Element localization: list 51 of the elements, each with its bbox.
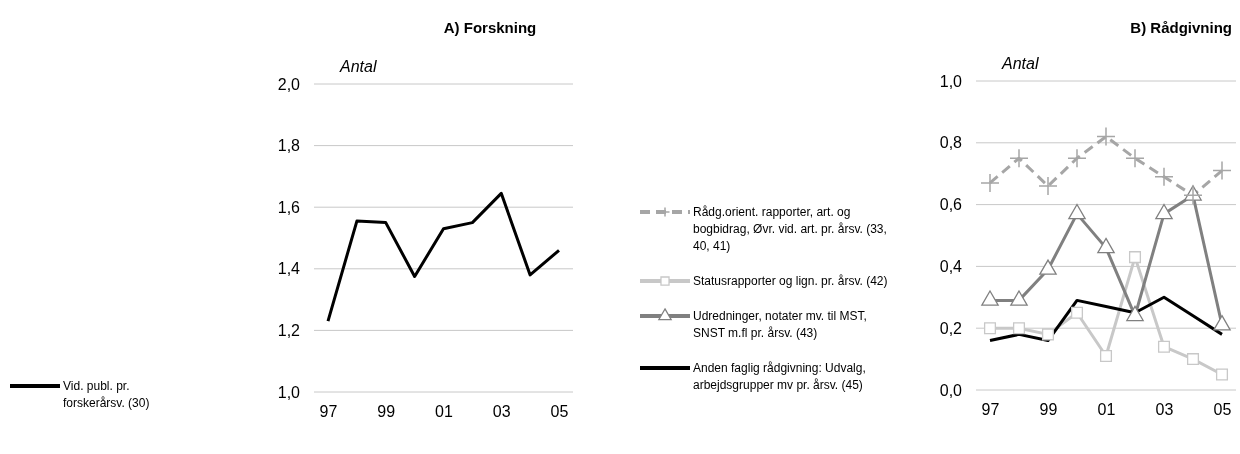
x-tick-label: 03 (492, 403, 511, 421)
line-series (988, 295, 1224, 343)
y-tick-label: 1,0 (277, 383, 301, 401)
x-tick-label: 99 (377, 403, 396, 421)
point (1038, 176, 1058, 196)
y-tick-label: 0,6 (939, 196, 963, 214)
legend-label: Rådg.orient. rapporter, art. og bogbidrag, Øvr. vid. art. pr. årsv. (33, 40, 41) (693, 205, 887, 253)
legend-label: Statusrapporter og lign. pr. årsv. (42) (693, 274, 888, 288)
point (980, 173, 1000, 193)
chart-title: A) Forskning (443, 19, 537, 36)
y-tick-label: 0,2 (939, 319, 963, 337)
legend-label: Vid. publ. pr. forskerårsv. (30) (63, 379, 150, 410)
legend-label: Udredninger, notater mv. til MST, SNST m.fl pr. årsv. (43) (693, 309, 867, 340)
point (1154, 167, 1174, 187)
x-tick-label: 99 (1039, 401, 1058, 419)
point (1128, 251, 1142, 264)
point (1125, 148, 1145, 168)
legend-label: Anden faglig rådgivning: Udvalg, arbejdsgrupper mv pr. årsv. (45) (693, 361, 866, 392)
y-axis-title: Antal (1001, 55, 1039, 72)
point (1215, 368, 1229, 381)
point (1067, 148, 1087, 168)
chart-title: B) Rådgivning (1130, 19, 1232, 36)
y-tick-label: 1,2 (277, 322, 301, 340)
x-tick-label: 05 (1213, 401, 1232, 419)
y-tick-label: 1,0 (939, 72, 963, 90)
x-tick-label: 01 (435, 403, 453, 421)
x-tick-label: 01 (1097, 401, 1116, 419)
point (1041, 328, 1055, 341)
y-tick-label: 1,4 (277, 260, 301, 278)
y-tick-label: 2,0 (277, 75, 301, 93)
y-tick-label: 1,8 (277, 137, 301, 155)
point (1096, 126, 1116, 147)
x-tick-label: 03 (1155, 401, 1174, 419)
point (983, 322, 997, 335)
x-tick-label: 97 (319, 403, 338, 421)
y-tick-label: 0,8 (939, 134, 963, 152)
point (1186, 353, 1200, 366)
point (1183, 185, 1203, 206)
point (1212, 160, 1232, 181)
y-axis-title: Antal (339, 58, 377, 75)
x-tick-label: 05 (550, 403, 569, 421)
point (1009, 148, 1029, 168)
x-tick-label: 97 (981, 401, 1000, 419)
point (1099, 349, 1113, 363)
line-series (326, 191, 561, 323)
point (1012, 322, 1026, 335)
point (1070, 306, 1084, 319)
point (1157, 340, 1171, 353)
y-tick-label: 0,0 (939, 381, 963, 399)
y-tick-label: 0,4 (939, 258, 963, 276)
y-tick-label: 1,6 (277, 198, 301, 216)
